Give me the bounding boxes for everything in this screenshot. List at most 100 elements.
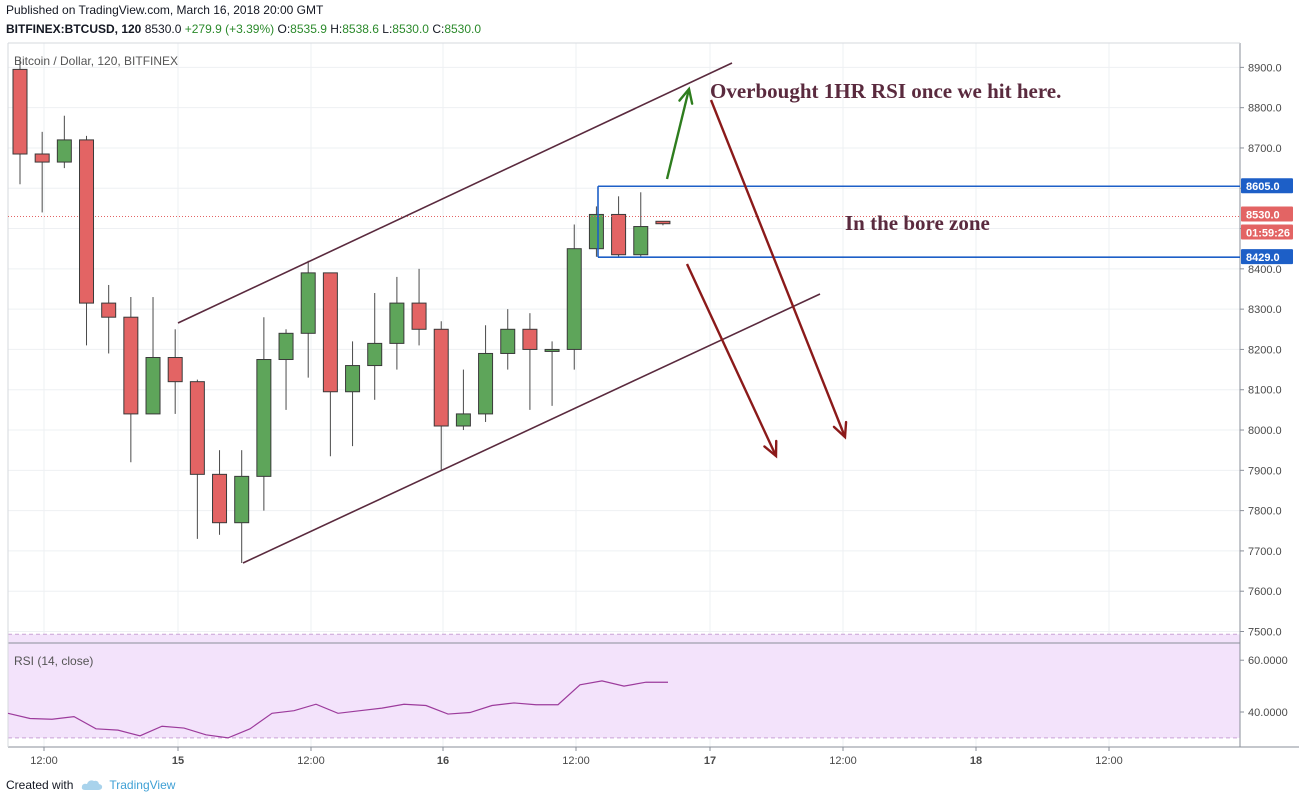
candle-body-27 (611, 213, 627, 256)
candle-body-6 (145, 356, 161, 415)
candle-body-21 (478, 352, 494, 415)
rsi-tick-label-1: 60.0000 (1248, 655, 1288, 667)
candle-body-12 (278, 332, 294, 361)
candle-12 (278, 329, 294, 410)
close-label: C: (432, 22, 445, 36)
arrow-down-right-shaft (709, 99, 847, 438)
candle-11 (256, 317, 272, 511)
candle-5 (123, 297, 139, 463)
price-label-0: 8605.0 (1241, 178, 1293, 194)
price-tick-label-13: 8800.0 (1248, 103, 1282, 115)
candle-body-14 (322, 272, 338, 393)
time-tick-label-4: 12:00 (562, 755, 590, 767)
candle-body-26 (588, 213, 604, 250)
arrow-down-right (709, 99, 848, 440)
candle-body-1 (34, 153, 50, 163)
candle-26 (588, 206, 604, 257)
candle-body-3 (79, 139, 95, 304)
price-tick-label-2: 7700.0 (1248, 546, 1282, 558)
chart-frame (7, 42, 1299, 748)
candle-7 (167, 329, 183, 414)
time-tick-label-6: 12:00 (829, 755, 857, 767)
footer: Created with TradingView (6, 778, 175, 792)
time-tick-label-7: 18 (970, 755, 982, 767)
candle-2 (56, 115, 72, 169)
candle-1 (34, 131, 50, 213)
price-label-bg-2 (1241, 224, 1293, 240)
candle-body-8 (189, 381, 205, 475)
pane-title: Bitcoin / Dollar, 120, BITFINEX (14, 54, 178, 68)
candle-16 (367, 293, 383, 400)
rsi-axis: 40.0000 60.0000 (1240, 655, 1288, 719)
candle-17 (389, 276, 405, 370)
tradingview-brand[interactable]: TradingView (109, 778, 176, 792)
candle-body-17 (389, 302, 405, 344)
time-tick-label-3: 16 (437, 755, 449, 767)
candle-body-16 (367, 342, 383, 367)
rsi-title: RSI (14, close) (14, 654, 93, 668)
annotation-overbought: Overbought 1HR RSI once we hit here. (710, 79, 1061, 103)
price-tick-label-8: 8300.0 (1248, 304, 1282, 316)
price-tick-label-12: 8700.0 (1248, 143, 1282, 155)
price-label-2: 01:59:26 (1241, 224, 1293, 240)
time-axis: 12:00 15 12:00 16 12:00 17 12:00 18 12:00 (30, 747, 1123, 767)
rsi-guides (8, 633, 1240, 739)
candle-body-13 (300, 272, 316, 334)
price-tick-label-14: 8900.0 (1248, 62, 1282, 74)
candle-18 (411, 268, 427, 346)
price-label-bg-1 (1241, 206, 1293, 222)
price-label-bg-3 (1241, 249, 1293, 265)
candle-body-2 (56, 139, 72, 163)
high-value: 8538.6 (342, 22, 379, 36)
candle-body-10 (234, 475, 250, 524)
arrow-down-right-head (832, 420, 848, 440)
candle-body-29 (655, 220, 671, 225)
price-label-text-3: 8429.0 (1246, 252, 1280, 264)
candle-24 (544, 341, 560, 406)
open-label: O: (277, 22, 291, 36)
candle-body-23 (522, 328, 538, 350)
candle-body-25 (566, 248, 582, 350)
time-tick-label-8: 12:00 (1095, 755, 1123, 767)
low-value: 8530.0 (392, 22, 429, 36)
candle-body-18 (411, 302, 427, 330)
open-value: 8535.9 (290, 22, 327, 36)
candle-13 (300, 260, 316, 378)
price-label-text-2: 01:59:26 (1246, 227, 1290, 239)
candle-25 (566, 224, 582, 370)
candle-21 (478, 325, 494, 422)
candle-body-22 (500, 328, 516, 354)
candle-10 (234, 450, 250, 563)
rsi-line (7, 680, 668, 739)
candle-0 (12, 59, 28, 185)
rsi-tick-label-0: 40.0000 (1248, 707, 1288, 719)
price-label-3: 8429.0 (1241, 249, 1293, 265)
candle-8 (189, 379, 205, 539)
price-tick-label-1: 7600.0 (1248, 586, 1282, 598)
candle-3 (79, 135, 95, 346)
candle-15 (345, 341, 361, 447)
price-tick-label-6: 8100.0 (1248, 385, 1282, 397)
high-label: H: (330, 22, 343, 36)
channel-lower-line (242, 293, 821, 564)
candle-14 (322, 272, 338, 457)
arrow-down-left-shaft (685, 263, 778, 457)
time-tick-label-5: 17 (704, 755, 716, 767)
annotation-bore-zone: In the bore zone (845, 211, 990, 235)
symbol-header: BITFINEX:BTCUSD, 120 8530.0 +279.9 (+3.3… (6, 22, 481, 36)
price-tick-label-5: 8000.0 (1248, 425, 1282, 437)
time-tick-label-0: 12:00 (30, 755, 58, 767)
time-tick-label-1: 15 (172, 755, 184, 767)
price-change: +279.9 (+3.39%) (184, 22, 275, 36)
arrow-up (665, 86, 694, 180)
price-label-text-0: 8605.0 (1246, 181, 1280, 193)
candle-body-7 (167, 356, 183, 383)
price-tick-label-9: 8400.0 (1248, 264, 1282, 276)
candle-body-11 (256, 359, 272, 477)
candle-29 (655, 220, 671, 226)
candle-body-4 (101, 302, 117, 318)
tradingview-cloud-icon (81, 779, 103, 791)
candle-22 (500, 309, 516, 370)
candle-23 (522, 313, 538, 410)
